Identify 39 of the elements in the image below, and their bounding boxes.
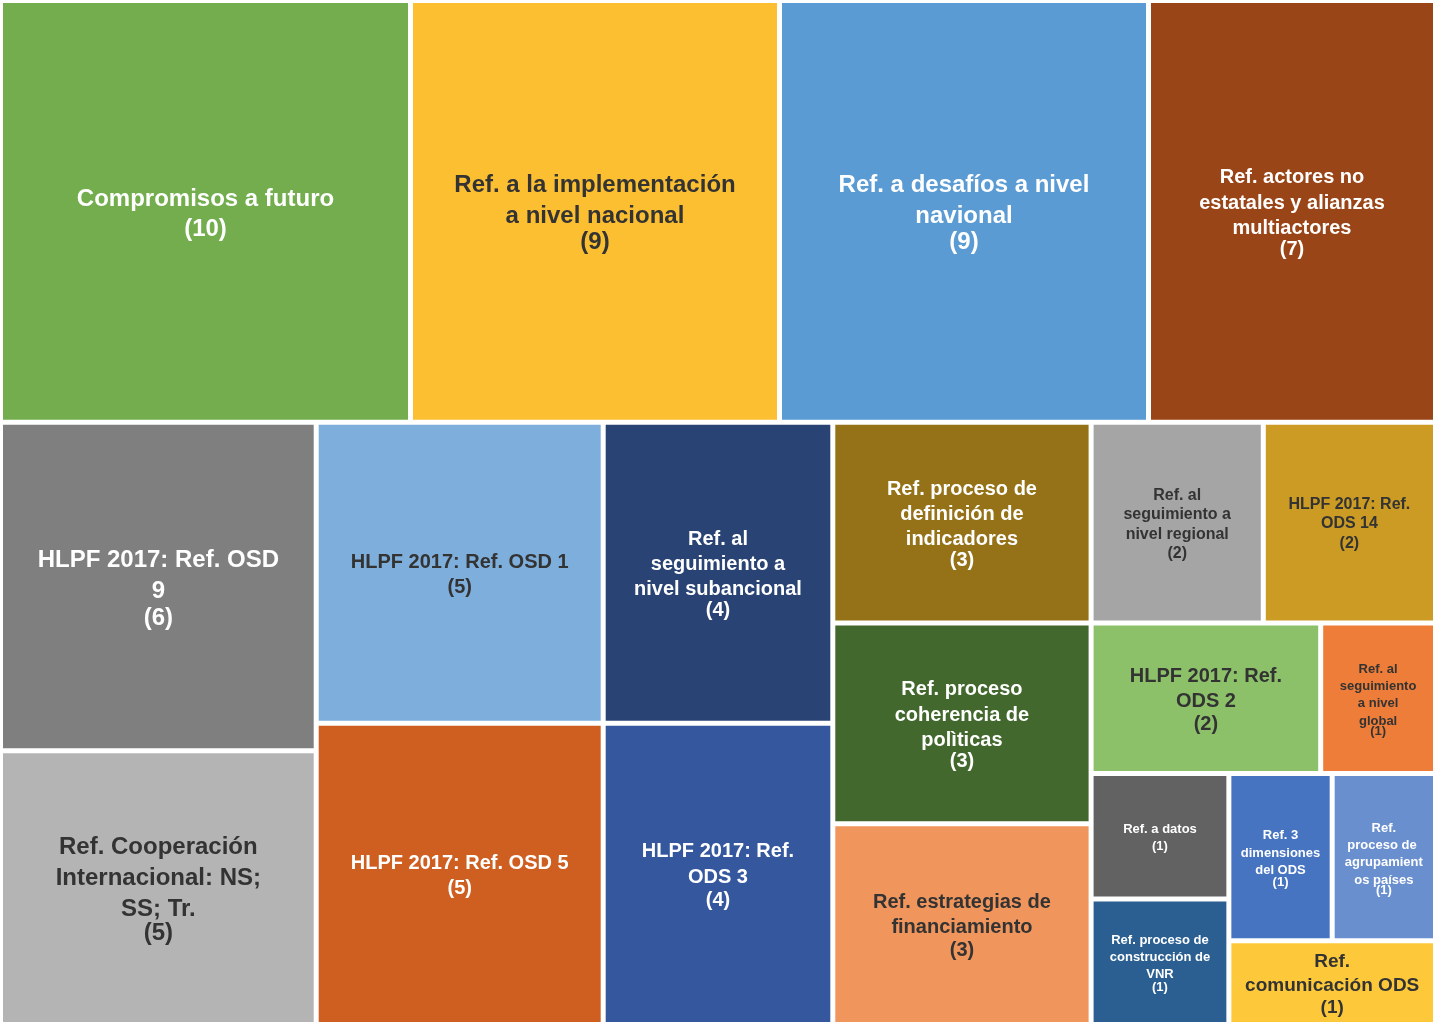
category-label: HLPF 2017: Ref. OSD 5 <box>350 850 569 873</box>
data-label: (2) <box>1193 712 1219 735</box>
data-label: (4) <box>705 887 731 910</box>
data-label: (1) <box>1152 838 1168 854</box>
category-label: Ref. a desafíos a nivel navional <box>838 169 1090 228</box>
data-label: (4) <box>705 598 731 621</box>
data-label: (3) <box>949 748 975 771</box>
data-label: (1) <box>1320 996 1344 1018</box>
data-label: (9) <box>580 227 610 255</box>
category-label: Ref. al seguimiento a nivel subancional <box>634 526 802 600</box>
data-label: (10) <box>184 213 227 241</box>
category-label: HLPF 2017: Ref. OSD 1 <box>350 549 569 572</box>
category-label: Ref. 3 dimensiones del ODS <box>1240 827 1321 877</box>
data-label: (9) <box>949 227 979 255</box>
category-label: Ref. estrategias de financiamiento <box>873 889 1051 937</box>
category-label: HLPF 2017: Ref. OSD 9 <box>37 545 280 604</box>
category-label: Ref. actores no estatales y alianzas multiactores <box>1199 165 1385 238</box>
category-label: Ref. proceso de agrupamientos países <box>1344 819 1424 887</box>
category-label: Ref. a datos <box>1123 821 1197 837</box>
category-label: HLPF 2017: Ref. ODS 2 <box>1129 663 1283 712</box>
category-label: Ref. comunicación ODS <box>1245 949 1420 996</box>
category-label: Ref. a la implementación a nivel nacional <box>454 169 736 228</box>
data-label: (7) <box>1279 236 1305 259</box>
data-label: (2) <box>1339 534 1360 552</box>
category-label: Ref. proceso coherencia de polìticas <box>894 677 1030 750</box>
data-label: (3) <box>949 938 975 961</box>
category-label: Compromisos a futuro <box>76 183 335 211</box>
category-label: Ref. Cooperación Internacional: NS; SS; Tr. <box>55 832 262 922</box>
data-label: (1) <box>1272 874 1289 890</box>
category-label: HLPF 2017: Ref. ODS 14 <box>1288 494 1411 532</box>
category-label: Ref. al seguimiento a nivel global <box>1339 660 1417 728</box>
data-label: (3) <box>949 548 975 571</box>
data-label: (6) <box>143 602 174 630</box>
data-label: (5) <box>447 876 472 899</box>
category-label: HLPF 2017: Ref. ODS 3 <box>641 839 795 887</box>
data-label: (2) <box>1167 543 1187 561</box>
category-label: Ref. proceso de definición de indicadores <box>886 476 1037 550</box>
data-label: (5) <box>447 575 472 598</box>
category-label: Ref. al seguimiento a nivel regional <box>1123 485 1232 542</box>
